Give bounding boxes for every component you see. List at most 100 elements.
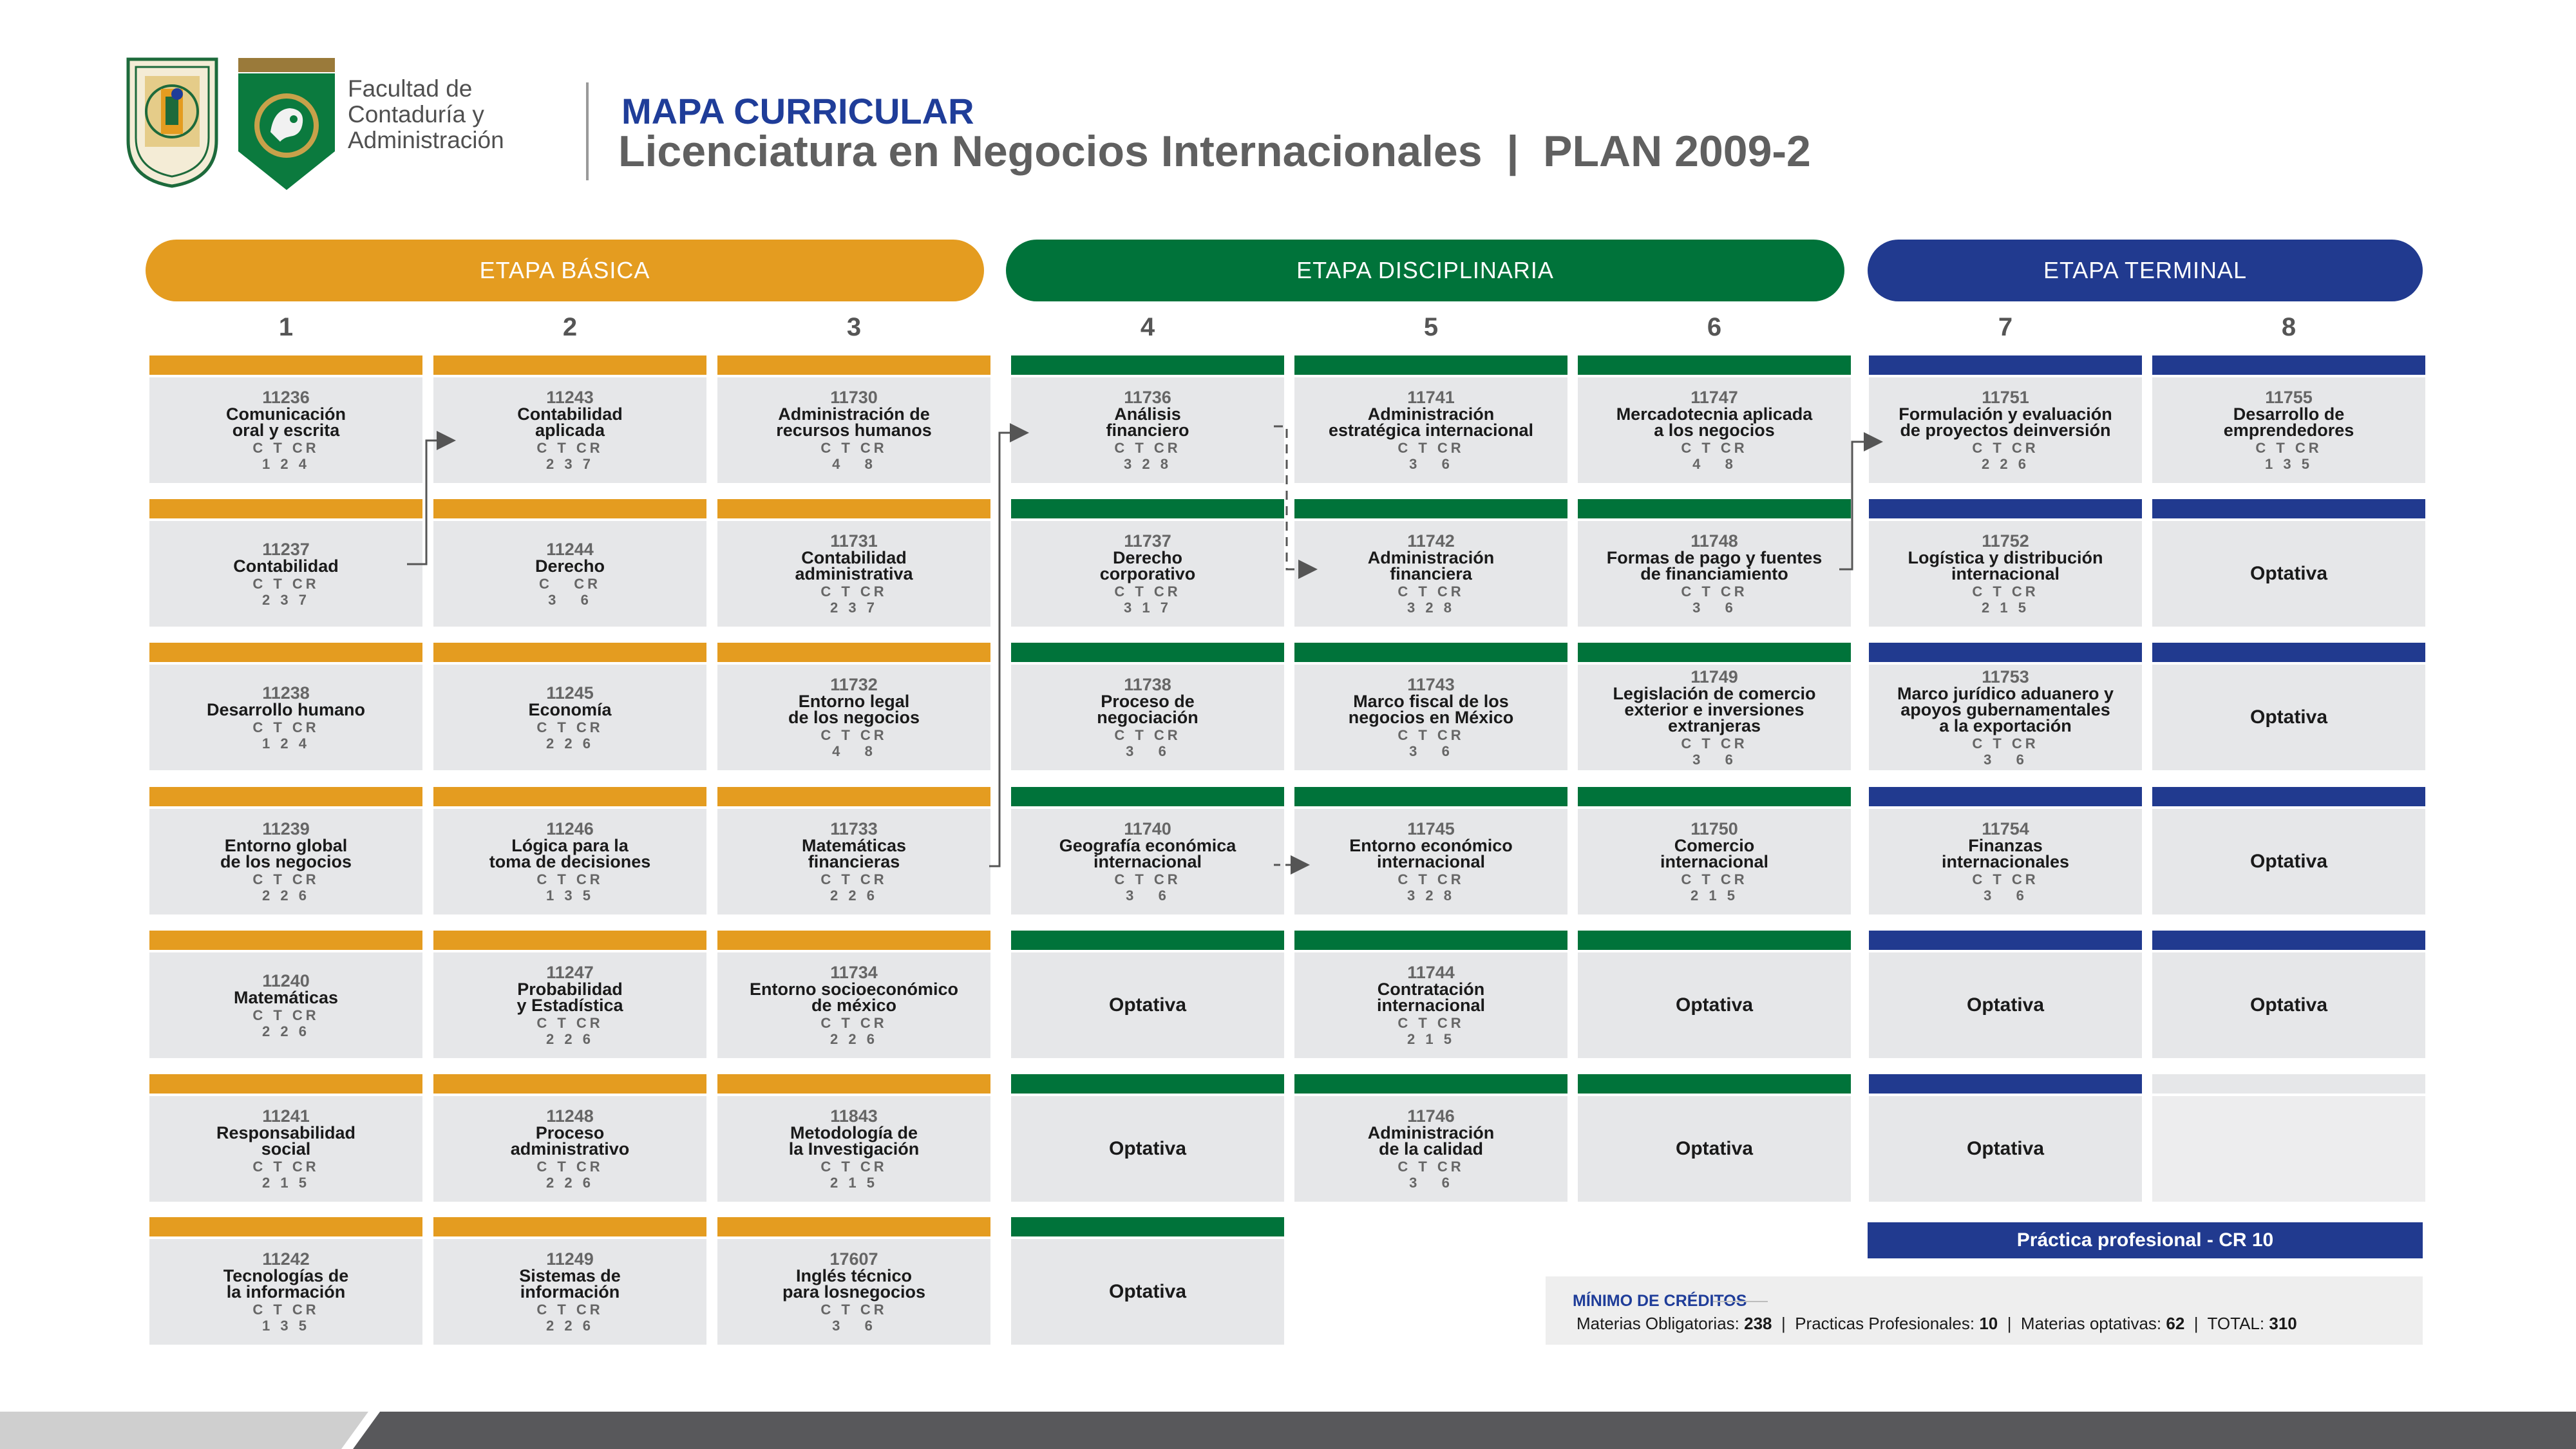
credit-values: 2 2 6 [546,735,594,752]
card-body: 11752 Logística y distribución internacio… [1869,521,2142,627]
card-stage-bar [1011,499,1284,518]
course-name: Entorno legal de los negocios [788,692,920,727]
card-body: Optativa [1869,1096,2142,1202]
faculty-name-line: Contaduría y [348,101,484,128]
course-name: Derecho [535,556,605,576]
credit-header: C T CR [1972,871,2039,887]
card-stage-bar [1869,787,2142,806]
card-body: 11248 Proceso administrativo C T CR 2 2 6 [433,1096,706,1202]
course-code: 11745 [1407,819,1455,838]
course-name: Marco jurídico aduanero y apoyos guberna… [1897,683,2114,735]
course-card: 11751 Formulación y evaluación de proyect… [1869,355,2142,484]
credit-values: 3 1 7 [1124,600,1171,616]
credits-total-value: 310 [2269,1314,2297,1333]
stage-disciplinaria: ETAPA DISCIPLINARIA [1006,240,1844,301]
card-stage-bar [1294,931,1567,950]
card-stage-bar [717,643,990,662]
card-stage-bar [2152,355,2425,375]
credit-values: 2 1 5 [830,1175,878,1191]
card-stage-bar [1011,643,1284,662]
credit-header: C T CR [820,871,887,887]
credit-header: C T CR [1681,735,1748,752]
course-code: 11236 [262,388,310,407]
card-body: 11753 Marco jurídico aduanero y apoyos gu… [1869,665,2142,770]
credit-header: C T CR [1681,440,1748,456]
credit-values: 1 2 4 [262,735,310,752]
card-body: 11843 Metodología de la Investigación C T … [717,1096,990,1202]
credits-oblig-label: Materias Obligatorias: [1577,1314,1739,1333]
credits-title-underline [1713,1301,1768,1302]
credit-values: 2 2 6 [1982,456,2029,472]
credit-values: 2 2 6 [830,887,878,904]
course-card: 11736 Análisis financiero C T CR 3 2 8 [1011,355,1284,484]
card-body: Optativa [2152,665,2425,770]
credits-pract-label: Practicas Profesionales: [1795,1314,1975,1333]
card-body: Optativa [2152,952,2425,1058]
card-body [2152,1096,2425,1202]
course-code: 11742 [1407,531,1455,551]
card-stage-bar [1869,643,2142,662]
card-body: 11740 Geografía económica internacional C … [1011,809,1284,914]
card-body: Optativa [1578,952,1851,1058]
credit-values: 3 6 [1126,743,1170,759]
card-body: Optativa [1869,952,2142,1058]
card-stage-bar [149,499,422,518]
course-code: 11731 [830,531,878,551]
credit-values: 2 3 7 [830,600,878,616]
card-body: 11241 Responsabilidad social C T CR 2 1 5 [149,1096,422,1202]
card-stage-bar [433,1217,706,1236]
card-stage-bar [2152,787,2425,806]
course-code: 11754 [1982,819,2029,838]
card-stage-bar [433,643,706,662]
credit-header: C T CR [1681,871,1748,887]
credit-values: 3 2 8 [1124,456,1171,472]
faculty-name-line: Facultad de [348,75,473,102]
card-stage-bar [717,931,990,950]
credit-header: C T CR [252,1159,319,1175]
credit-header: C T CR [1972,440,2039,456]
credits-opt-value: 62 [2166,1314,2185,1333]
credit-values: 3 6 [1409,1175,1453,1191]
credit-header: C T CR [2255,440,2322,456]
card-body: 11745 Entorno económico internacional C T … [1294,809,1567,914]
optativa-card: Optativa [2152,643,2425,772]
credit-header: C T CR [252,1007,319,1023]
credit-header: C T CR [252,575,319,592]
credit-values: 2 2 6 [546,1031,594,1047]
course-card: 11241 Responsabilidad social C T CR 2 1 5 [149,1074,422,1203]
card-stage-bar [1869,355,2142,375]
course-card: 11746 Administración de la calidad C T CR 3… [1294,1074,1567,1203]
course-name: Mercadotecnia aplicada a los negocios [1616,404,1813,440]
credits-pract-value: 10 [1979,1314,1998,1333]
course-card: 11734 Entorno socioeconómico de méxico C T… [717,931,990,1059]
course-name: Tecnologías de la información [223,1266,349,1302]
credit-values: 3 2 8 [1407,887,1455,904]
optativa-card: Optativa [1011,1217,1284,1346]
optativa-card: Optativa [1578,931,1851,1059]
card-body: 11243 Contabilidad aplicada C T CR 2 3 7 [433,377,706,483]
card-stage-bar [717,787,990,806]
course-card: 11738 Proceso de negociación C T CR 3 6 [1011,643,1284,772]
card-stage-bar [1578,355,1851,375]
credit-header: C T CR [1972,735,2039,752]
course-card: 11238 Desarrollo humano C T CR 1 2 4 [149,643,422,772]
course-code: 11748 [1690,531,1738,551]
course-code: 11749 [1690,667,1738,687]
course-card: 11737 Derecho corporativo C T CR 3 1 7 [1011,499,1284,628]
stage-label: ETAPA DISCIPLINARIA [1296,257,1554,283]
course-name: Derecho corporativo [1099,548,1196,583]
credit-values: 1 2 4 [262,456,310,472]
card-body: 11749 Legislación de comercio exterior e … [1578,665,1851,770]
optativa-label: Optativa [1675,994,1754,1016]
course-code: 11755 [2265,388,2313,407]
course-name: Administración estratégica internacional [1328,404,1534,440]
credit-header: C T CR [820,727,887,743]
credit-header: C T CR [252,1302,319,1318]
connector-line [989,423,1029,867]
course-card: 11752 Logística y distribución internacio… [1869,499,2142,628]
course-name: Economía [528,699,612,719]
card-stage-bar [433,499,706,518]
card-stage-bar [1294,643,1567,662]
course-code: 11747 [1690,388,1738,407]
credit-header: C T CR [820,1015,887,1031]
